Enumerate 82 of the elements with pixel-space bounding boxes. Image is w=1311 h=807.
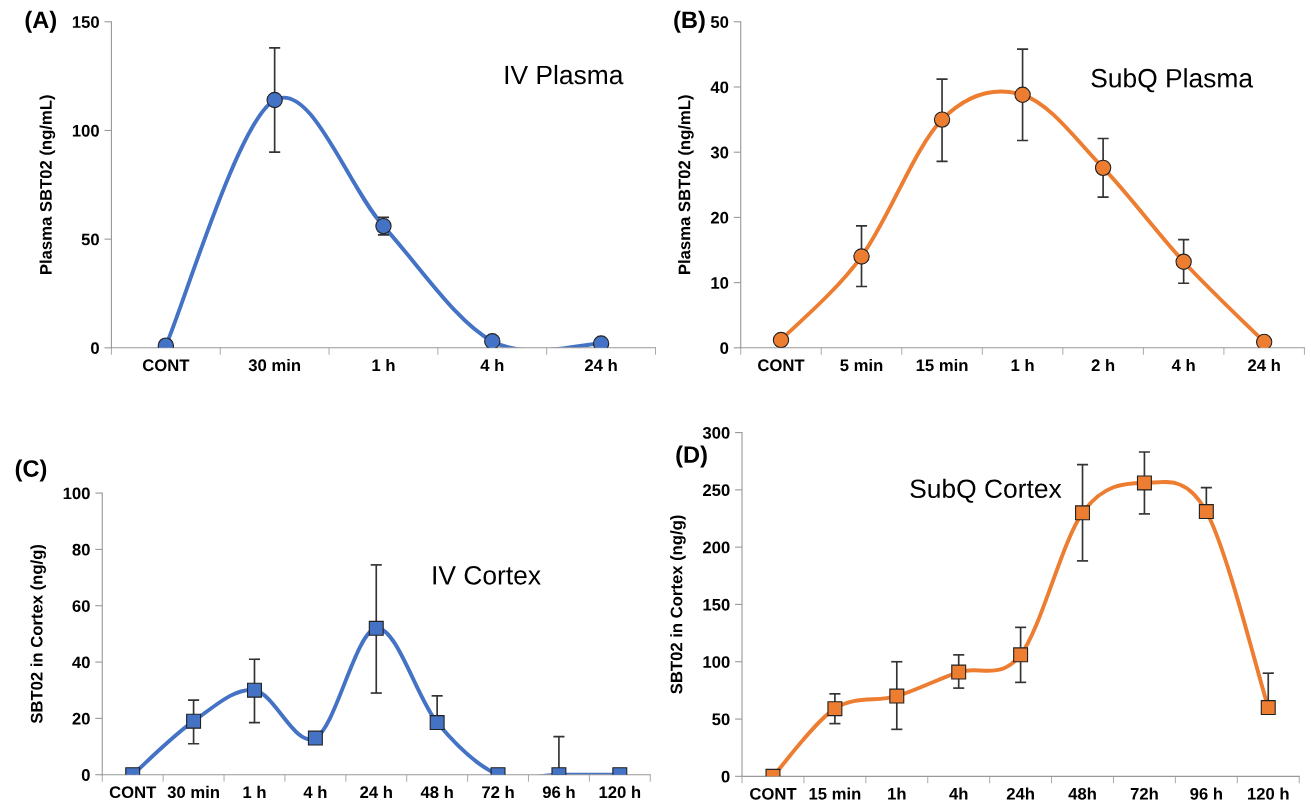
chart-title: (A) <box>25 10 56 33</box>
annotation: SubQ Plasma <box>1091 68 1254 93</box>
point <box>853 248 870 265</box>
chart-title: (C) <box>15 459 47 482</box>
annotation: IV Plasma <box>505 64 624 85</box>
y-tick-label: 300 <box>702 426 730 439</box>
x-tick-label: CONT <box>750 787 797 800</box>
y-tick-label: 0 <box>721 770 730 783</box>
y-tick-label: 50 <box>712 713 730 726</box>
annotation: SubQ Cortex <box>910 478 1062 503</box>
y-tick-label: 250 <box>702 484 730 497</box>
point <box>827 701 843 717</box>
point <box>1255 333 1273 348</box>
x-tick-label: 96 h <box>542 785 575 799</box>
x-tick-label: 15 min <box>916 358 968 372</box>
point <box>933 111 951 128</box>
x-tick-label: 48h <box>1068 787 1096 800</box>
annotation: IV Cortex <box>433 565 541 585</box>
y-tick-label: 10 <box>711 277 729 289</box>
point <box>889 688 905 704</box>
x-tick-label: 1 h <box>372 358 395 372</box>
y-tick-label: 0 <box>81 769 90 781</box>
y-tick-label: 100 <box>703 656 730 668</box>
y-axis-title: SBT02 in Cortex (ng/g) <box>30 544 46 724</box>
y-tick-label: 50 <box>81 233 99 246</box>
x-tick-label: 1 h <box>1011 358 1034 372</box>
point <box>772 331 790 348</box>
x-tick-label: 24 h <box>1248 358 1280 372</box>
x-tick-label: 24 h <box>585 358 617 372</box>
y-tick-label: 0 <box>91 342 99 355</box>
x-tick-label: 24 h <box>360 785 392 798</box>
x-tick-label: 1h <box>888 787 906 800</box>
x-tick-label: 120 h <box>599 785 641 799</box>
y-axis-title: Plasma SBT02 (ng/mL) <box>678 95 694 274</box>
y-tick-label: 60 <box>72 600 90 612</box>
chart-title: (B) <box>674 10 705 33</box>
y-axis-title: SBT02 in Cortex (ng/g) <box>670 515 686 694</box>
y-tick-label: 80 <box>72 543 90 556</box>
x-tick-label: 30 min <box>248 358 301 372</box>
y-tick-label: 100 <box>72 124 99 137</box>
x-tick-label: CONT <box>758 359 805 372</box>
point <box>1013 647 1029 663</box>
x-tick-label: 4 h <box>1171 358 1195 372</box>
x-tick-label: CONT <box>109 786 157 799</box>
x-tick-label: 4 h <box>303 785 327 798</box>
x-tick-label: 72h <box>1130 787 1158 800</box>
point <box>266 91 283 109</box>
point <box>1014 86 1031 104</box>
y-tick-label: 100 <box>63 487 90 500</box>
y-tick-label: 20 <box>710 211 729 224</box>
text: (D) <box>676 445 707 468</box>
point <box>1136 475 1152 491</box>
y-tick-label: 40 <box>72 656 90 669</box>
x-tick-label: CONT <box>142 359 190 372</box>
x-tick-label: 96 h <box>1190 787 1222 800</box>
x-tick-label: 48 h <box>420 785 453 799</box>
y-tick-label: 150 <box>703 598 730 611</box>
x-tick-label: 4h <box>949 787 968 800</box>
x-tick-label: 120 h <box>1247 787 1289 800</box>
y-tick-label: 150 <box>72 16 99 28</box>
y-tick-label: 20 <box>72 712 90 725</box>
x-tick-label: 5 min <box>840 358 883 372</box>
y-tick-label: 30 <box>710 146 729 159</box>
point <box>1198 504 1214 520</box>
x-tick-label: 30 min <box>167 785 219 799</box>
x-tick-label: 1 h <box>243 785 266 798</box>
x-tick-label: 72 h <box>482 785 514 798</box>
x-tick-label: 15 min <box>809 787 861 800</box>
y-tick-label: 0 <box>720 342 729 355</box>
y-tick-label: 40 <box>710 81 729 94</box>
x-tick-label: 2 h <box>1091 358 1115 372</box>
y-axis-title: Plasma SBT02 (ng/mL) <box>39 95 56 274</box>
y-tick-label: 50 <box>710 16 729 28</box>
point <box>1075 505 1091 521</box>
x-tick-label: 4 h <box>480 358 504 372</box>
point <box>1175 253 1192 270</box>
point <box>951 664 967 680</box>
x-tick-label: 24h <box>1006 787 1034 800</box>
point <box>484 333 501 348</box>
point <box>1094 159 1112 177</box>
y-tick-label: 200 <box>702 541 730 554</box>
point <box>1260 700 1276 716</box>
